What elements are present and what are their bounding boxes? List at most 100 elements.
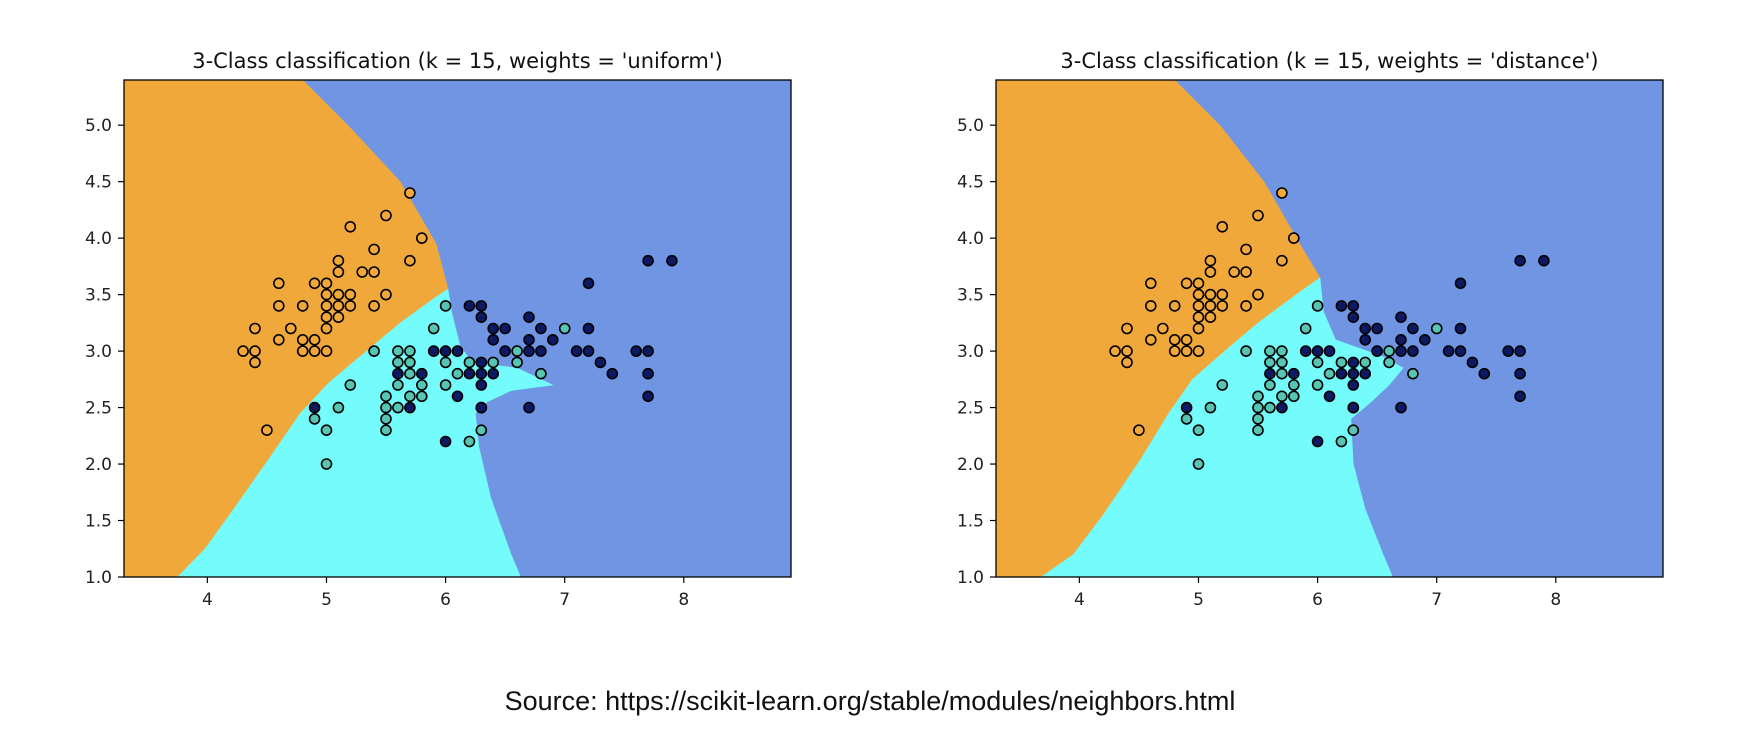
y-tick-label: 3.5 [85,286,112,306]
data-point-class-2 [487,333,500,346]
data-point-class-2 [475,367,488,380]
data-point-class-0 [1121,345,1133,357]
data-point-class-0 [344,221,357,233]
data-point-class-0 [368,300,380,312]
data-point-class-0 [1204,311,1217,324]
data-point-class-1 [1180,413,1193,425]
data-point-class-2 [1395,345,1407,357]
data-point-class-1 [1288,379,1300,391]
y-tick-label: 1.0 [85,568,112,588]
data-point-class-0 [332,300,345,312]
data-point-class-2 [1299,345,1312,357]
data-point-class-2 [1359,333,1371,346]
data-point-class-1 [1335,356,1348,369]
data-point-class-2 [546,333,559,346]
chart-title: 3-Class classification (k = 15, weights … [1060,49,1598,73]
data-point-class-0 [1240,243,1252,256]
data-point-class-2 [1347,300,1360,312]
y-tick-label: 4.5 [957,173,984,193]
data-point-class-0 [320,345,333,357]
y-tick-label: 5.0 [85,116,112,136]
data-point-class-1 [1192,424,1205,437]
data-point-class-1 [1264,401,1276,414]
data-point-class-1 [1252,390,1264,403]
data-point-class-2 [535,345,547,357]
data-point-class-2 [1454,322,1467,335]
data-point-class-0 [320,288,333,301]
data-point-class-0 [1252,209,1264,222]
data-point-class-1 [1192,458,1205,470]
data-point-class-2 [582,322,595,335]
data-point-class-0 [1288,232,1300,244]
y-tick-label: 3.0 [85,342,112,362]
data-point-class-0 [320,300,333,312]
data-point-class-2 [1514,345,1526,357]
data-point-class-2 [642,390,654,403]
data-point-class-1 [1430,322,1443,335]
data-point-class-0 [1216,300,1229,312]
data-point-class-2 [642,254,654,267]
scatter-points [1109,187,1550,470]
data-point-class-1 [1347,424,1360,437]
data-point-class-2 [1359,322,1371,335]
x-tick-label: 6 [1312,590,1323,610]
data-point-class-2 [487,322,500,335]
data-point-class-1 [535,367,547,380]
data-point-class-1 [1204,401,1217,414]
data-point-class-0 [320,277,333,290]
y-tick-label: 2.5 [85,399,112,419]
data-point-class-0 [344,288,357,301]
data-point-class-1 [1299,322,1312,335]
data-point-class-1 [463,435,476,448]
data-point-class-1 [1359,356,1371,369]
data-point-class-0 [1240,300,1252,312]
data-point-class-0 [1204,254,1217,267]
data-point-class-0 [1228,266,1240,278]
data-point-class-2 [475,379,488,391]
data-point-class-2 [1311,345,1324,357]
data-point-class-1 [380,401,392,414]
data-point-class-1 [415,379,428,391]
data-point-class-1 [392,345,404,357]
data-point-class-1 [1264,356,1276,369]
data-point-class-0 [332,311,345,324]
data-point-class-0 [1276,254,1288,267]
data-point-class-2 [1466,356,1479,369]
data-point-class-0 [272,277,285,290]
x-tick-label: 5 [1193,590,1204,610]
data-point-class-0 [368,243,380,256]
data-point-class-0 [1252,288,1264,301]
data-point-class-0 [380,209,392,222]
data-point-class-0 [249,356,261,369]
data-point-class-2 [1347,401,1360,414]
x-tick-label: 7 [1431,590,1442,610]
data-point-class-0 [344,300,357,312]
data-point-class-0 [320,322,333,335]
data-point-class-0 [1145,333,1157,346]
data-point-class-1 [1264,345,1276,357]
data-point-class-2 [1514,367,1526,380]
data-point-class-0 [332,266,345,278]
x-tick-label: 7 [559,590,570,610]
data-point-class-0 [296,300,309,312]
data-point-class-0 [1192,311,1205,324]
data-point-class-1 [320,424,333,437]
data-point-class-2 [1335,367,1348,380]
data-point-class-0 [332,288,345,301]
data-point-class-1 [1288,390,1300,403]
data-point-class-1 [308,413,321,425]
data-point-class-1 [511,345,523,357]
data-point-class-2 [1264,367,1276,380]
data-point-class-1 [368,345,380,357]
data-point-class-0 [404,254,416,267]
data-point-class-0 [296,333,309,346]
data-point-class-1 [1276,390,1288,403]
data-point-class-0 [1192,288,1205,301]
data-point-class-2 [606,367,619,380]
data-point-class-0 [308,333,321,346]
decision-region-class-1 [177,288,554,577]
data-point-class-0 [308,345,321,357]
data-point-class-1 [404,345,416,357]
data-point-class-0 [249,345,261,357]
